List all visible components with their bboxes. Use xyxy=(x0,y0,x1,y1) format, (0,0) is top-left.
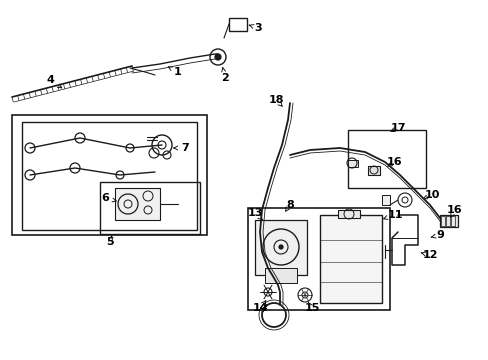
Bar xyxy=(337,210,359,218)
Bar xyxy=(247,208,389,310)
Bar xyxy=(439,215,457,227)
Bar xyxy=(347,160,357,167)
Bar xyxy=(22,122,197,230)
Bar xyxy=(347,130,425,188)
Text: 3: 3 xyxy=(254,23,261,33)
Text: 14: 14 xyxy=(252,303,267,313)
Bar xyxy=(254,220,306,275)
Text: 17: 17 xyxy=(389,123,405,133)
Text: 1: 1 xyxy=(174,67,182,77)
Bar xyxy=(100,182,200,234)
Bar xyxy=(381,195,389,205)
Bar xyxy=(319,215,381,303)
Text: 12: 12 xyxy=(421,250,437,260)
Text: 16: 16 xyxy=(386,157,402,167)
Text: 6: 6 xyxy=(101,193,109,203)
Bar xyxy=(12,115,206,235)
Bar xyxy=(440,216,444,226)
Bar xyxy=(445,216,449,226)
Text: 13: 13 xyxy=(247,208,262,218)
Bar xyxy=(367,166,379,175)
Text: 15: 15 xyxy=(304,303,319,313)
Text: 2: 2 xyxy=(221,73,228,83)
Bar xyxy=(450,216,454,226)
Circle shape xyxy=(279,245,283,249)
Text: 10: 10 xyxy=(424,190,439,200)
Text: 4: 4 xyxy=(46,75,54,85)
Text: 8: 8 xyxy=(285,200,293,210)
Circle shape xyxy=(215,54,221,60)
Text: 7: 7 xyxy=(181,143,188,153)
Bar xyxy=(228,18,246,31)
Text: 11: 11 xyxy=(386,210,402,220)
Bar xyxy=(115,188,160,220)
Text: 16: 16 xyxy=(446,205,462,215)
Text: 18: 18 xyxy=(268,95,283,105)
Text: 5: 5 xyxy=(106,237,114,247)
Text: 9: 9 xyxy=(435,230,443,240)
Bar xyxy=(264,268,296,283)
